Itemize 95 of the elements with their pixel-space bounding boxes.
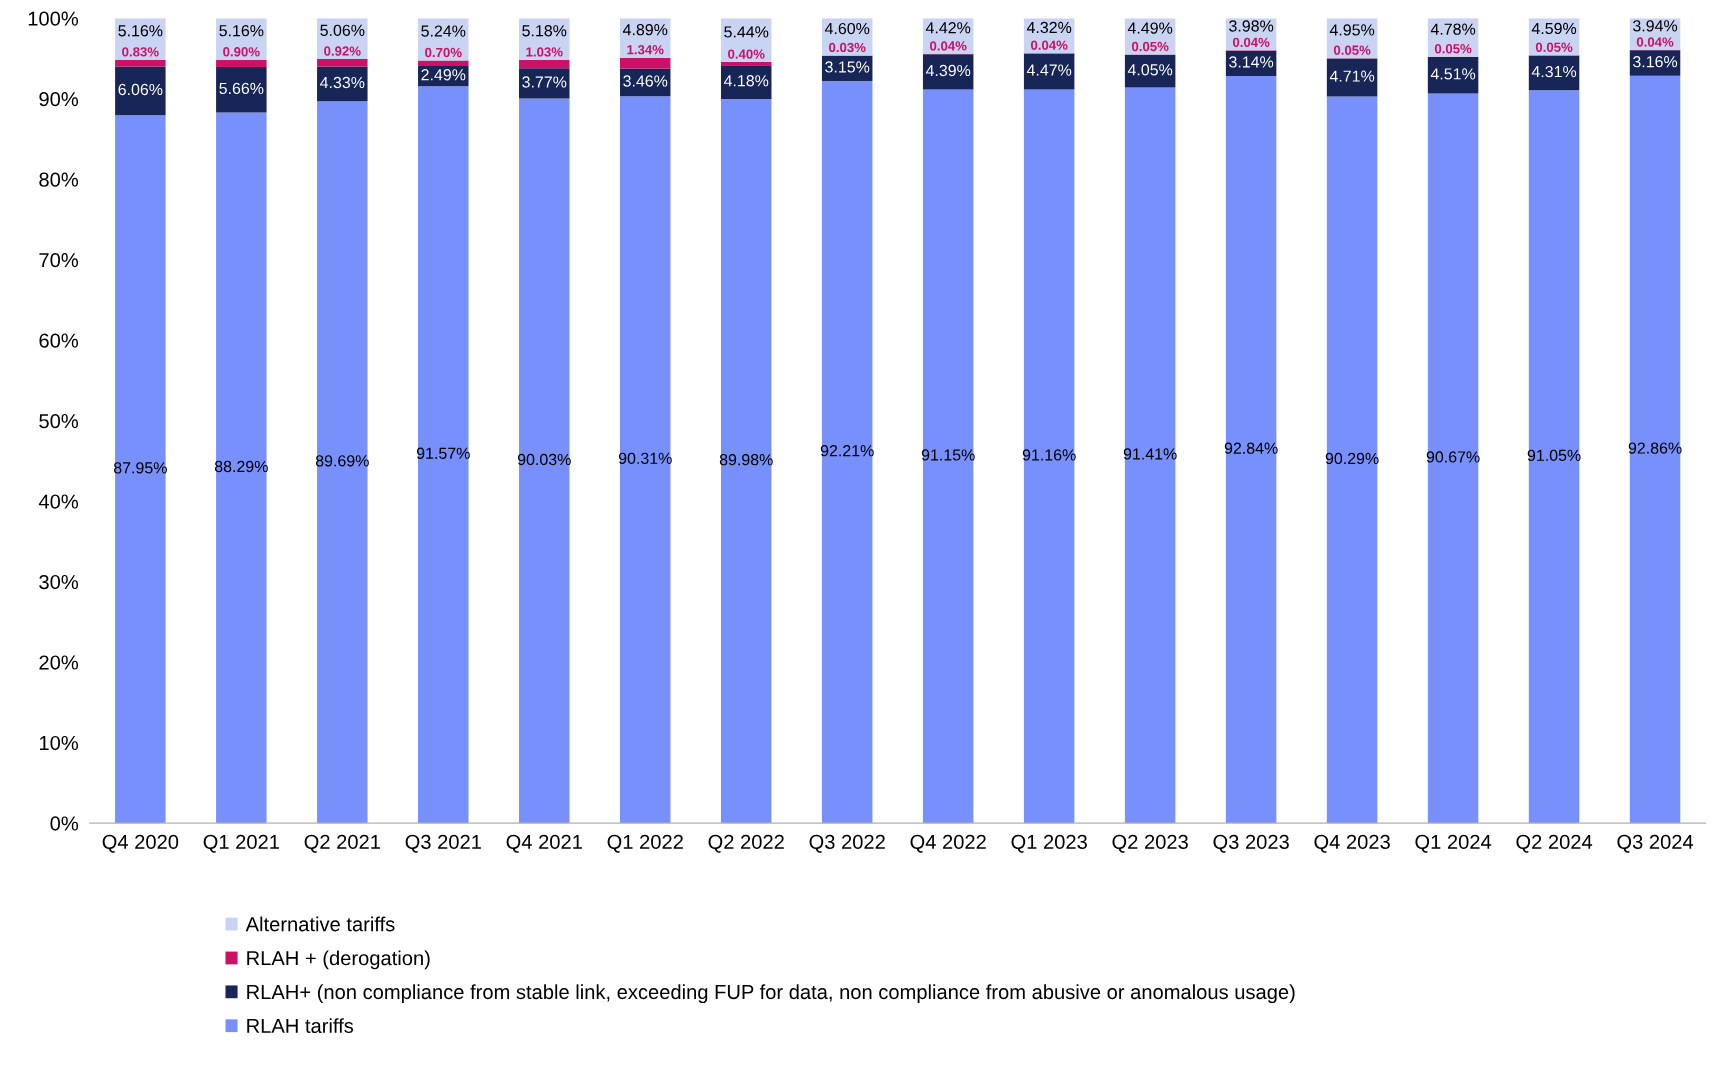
data-label: 4.51%: [1430, 68, 1476, 80]
y-tick-label: 90%: [39, 92, 79, 107]
y-tick-label: 80%: [39, 172, 79, 187]
data-label: 3.14%: [1229, 56, 1274, 68]
data-label: 4.59%: [1531, 22, 1577, 35]
y-tick-label: 50%: [39, 413, 79, 429]
x-tick-label: Q1 2022: [607, 834, 683, 853]
data-label: 92.84%: [1224, 442, 1278, 454]
data-label: 3.77%: [522, 76, 567, 88]
data-label: 3.94%: [1633, 20, 1678, 32]
y-tick-label: 0%: [50, 816, 79, 831]
y-tick-label: 30%: [39, 574, 79, 590]
data-label: 4.47%: [1026, 64, 1072, 76]
x-tick-label: Q2 2021: [304, 834, 380, 853]
y-tick-label: 100%: [28, 11, 79, 26]
data-label: 0.83%: [122, 47, 159, 57]
y-tick-label: 40%: [38, 494, 79, 509]
data-label: 0.40%: [728, 49, 765, 59]
legend-label: RLAH tariffs: [247, 1018, 354, 1034]
data-label: 0.05%: [1333, 45, 1371, 55]
data-label: 91.57%: [416, 447, 470, 459]
data-label: 0.05%: [1434, 44, 1472, 54]
data-label: 4.49%: [1127, 22, 1173, 34]
data-label: 5.16%: [219, 25, 264, 37]
y-tick-label: 20%: [39, 655, 79, 670]
data-label: 3.98%: [1229, 20, 1274, 32]
data-label: 4.42%: [925, 22, 971, 34]
data-label: 89.69%: [315, 455, 369, 467]
data-label: 5.66%: [219, 82, 264, 95]
data-label: 1.03%: [526, 47, 563, 57]
data-label: 0.04%: [1030, 40, 1068, 50]
x-tick-label: Q3 2021: [405, 834, 481, 853]
x-tick-label: Q4 2020: [102, 834, 179, 853]
x-tick-label: Q4 2022: [910, 834, 986, 853]
data-label: 0.05%: [1131, 41, 1169, 52]
data-label: 90.31%: [618, 452, 672, 464]
data-label: 91.15%: [921, 449, 975, 461]
data-label: 0.05%: [1535, 42, 1573, 52]
data-label: 4.95%: [1329, 24, 1375, 36]
data-label: 5.24%: [421, 25, 466, 37]
y-tick-label: 60%: [39, 333, 79, 348]
data-label: 91.16%: [1022, 449, 1076, 461]
data-label: 0.04%: [1636, 37, 1674, 47]
data-label: 89.98%: [719, 454, 773, 466]
x-tick-label: Q3 2022: [809, 834, 885, 853]
y-tick-label: 70%: [39, 252, 79, 268]
x-tick-label: Q2 2023: [1112, 834, 1188, 853]
x-tick-label: Q2 2022: [708, 834, 784, 853]
data-label: 0.70%: [425, 47, 462, 58]
data-label: 3.46%: [623, 75, 668, 87]
legend-label: RLAH+ (non compliance from stable link, exceeding FUP for data, non compliance from abusive or anomalous usage): [247, 984, 1295, 1004]
data-label: 91.05%: [1527, 449, 1581, 462]
x-tick-label: Q3 2023: [1213, 834, 1289, 853]
x-tick-label: Q1 2023: [1011, 834, 1087, 853]
data-label: 4.71%: [1329, 70, 1375, 82]
x-tick-label: Q4 2023: [1314, 834, 1390, 853]
data-label: 0.03%: [829, 42, 866, 53]
data-label: 5.18%: [522, 25, 567, 37]
data-label: 4.18%: [723, 75, 769, 87]
data-label: 2.49%: [421, 69, 466, 81]
x-tick-label: Q4 2021: [506, 834, 582, 853]
data-label: 4.60%: [824, 22, 870, 35]
data-label: 87.95%: [113, 462, 167, 474]
data-label: 4.32%: [1026, 21, 1072, 34]
data-label: 0.04%: [930, 41, 967, 51]
data-label: 4.33%: [320, 76, 365, 89]
data-label: 4.89%: [622, 24, 668, 36]
legend-label: Alternative tariffs: [245, 916, 395, 932]
data-label: 3.15%: [825, 61, 870, 73]
data-label: 90.03%: [517, 453, 571, 466]
data-label: 5.06%: [320, 24, 365, 36]
data-label: 90.29%: [1325, 452, 1379, 465]
data-label: 92.86%: [1628, 442, 1682, 454]
data-label: 0.92%: [324, 46, 361, 56]
x-tick-label: Q2 2024: [1516, 834, 1593, 853]
x-tick-label: Q1 2021: [203, 834, 279, 853]
data-label: 90.67%: [1426, 451, 1480, 463]
data-label: 88.29%: [214, 460, 268, 473]
data-label: 0.04%: [1232, 37, 1270, 48]
data-label: 0.90%: [223, 47, 260, 57]
data-label: 91.41%: [1123, 448, 1177, 460]
data-label: 5.44%: [724, 26, 769, 38]
data-label: 5.16%: [118, 25, 163, 37]
data-label: 4.05%: [1127, 64, 1173, 76]
data-label: 3.16%: [1633, 56, 1678, 68]
x-tick-label: Q3 2024: [1617, 834, 1694, 853]
x-tick-label: Q1 2024: [1415, 834, 1492, 853]
data-label: 4.31%: [1531, 65, 1577, 78]
data-label: 1.34%: [627, 45, 664, 55]
data-label: 92.21%: [820, 445, 874, 457]
data-label: 4.78%: [1430, 23, 1476, 35]
y-tick-label: 10%: [39, 735, 79, 751]
data-label: 4.39%: [925, 64, 971, 77]
legend-label: RLAH + (derogation): [247, 950, 430, 970]
data-label: 6.06%: [118, 83, 163, 96]
